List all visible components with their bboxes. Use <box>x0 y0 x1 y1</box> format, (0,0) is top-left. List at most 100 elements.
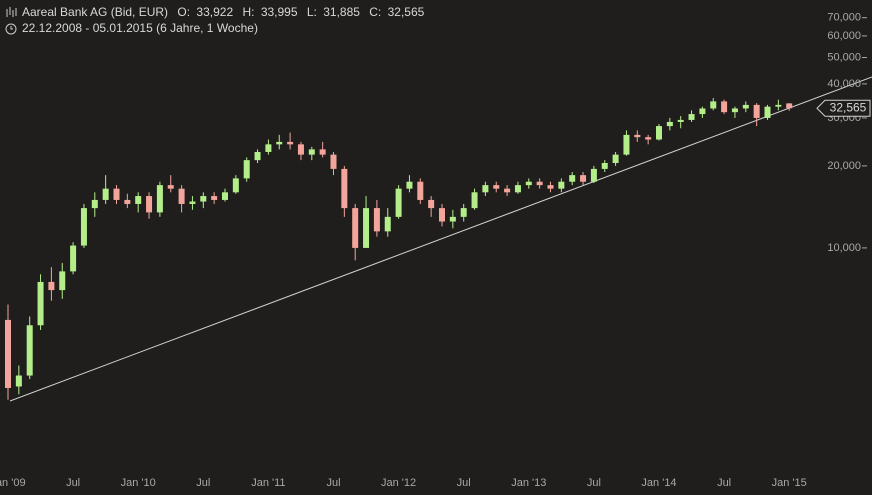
candle-body <box>417 181 424 200</box>
candle-body <box>731 108 738 113</box>
y-tick-label: 10,000 <box>827 242 861 254</box>
candle-body <box>666 121 673 127</box>
quote-key: L: <box>307 5 317 19</box>
candle-body <box>645 137 652 140</box>
candle-body <box>514 185 521 193</box>
candle-body <box>297 144 304 155</box>
x-tick-label: Jul <box>587 477 601 489</box>
quote-key: C: <box>369 5 381 19</box>
candle-body <box>612 154 619 163</box>
candle-body <box>70 245 77 272</box>
x-tick-label: Jul <box>66 477 80 489</box>
candle-body <box>493 185 500 189</box>
candle-body <box>167 185 174 189</box>
y-tick-label: 20,000 <box>827 160 861 172</box>
candle-body <box>775 104 782 107</box>
x-tick-label: Jul <box>717 477 731 489</box>
candle-body <box>341 168 348 209</box>
candle-body <box>721 101 728 113</box>
candle-body <box>471 192 478 209</box>
candle-body <box>536 181 543 186</box>
candle-body <box>319 149 326 155</box>
y-tick-label: 70,000 <box>827 12 861 24</box>
x-tick-label: Jan '11 <box>251 477 285 489</box>
clock-icon <box>5 23 17 35</box>
candle-body <box>352 208 359 248</box>
header: Aareal Bank AG (Bid, EUR) O: 33,922 H: 3… <box>22 5 425 19</box>
candle-body <box>156 185 163 213</box>
candle-body <box>211 196 218 200</box>
candle-body <box>276 141 283 145</box>
candle-body <box>363 208 370 248</box>
y-tick-label: 40,000 <box>827 78 861 90</box>
candle-body <box>428 199 435 209</box>
candle-body <box>5 319 11 388</box>
x-tick-label: Jan '13 <box>511 477 546 489</box>
candle-body <box>37 281 44 326</box>
candle-body <box>439 208 445 222</box>
x-tick-label: Jan '14 <box>641 477 676 489</box>
candle-body <box>146 196 153 213</box>
x-tick-label: Jul <box>196 477 210 489</box>
candle-body <box>254 151 261 161</box>
x-tick-label: Jan '12 <box>381 477 416 489</box>
y-tick-label: 50,000 <box>827 51 861 63</box>
x-tick-label: Jul <box>457 477 471 489</box>
candle-body <box>59 271 66 291</box>
candle-body <box>330 154 337 169</box>
candle-body <box>590 168 597 182</box>
chart-subtitle: 22.12.2008 - 05.01.2015 (6 Jahre, 1 Woch… <box>22 21 258 35</box>
candle-body <box>547 185 554 189</box>
chart-title: Aareal Bank AG (Bid, EUR) <box>22 5 168 19</box>
candle-body <box>525 181 532 186</box>
candle-body <box>384 216 391 232</box>
y-tick-label: 60,000 <box>827 30 861 42</box>
candle-body <box>623 134 630 155</box>
candle-body <box>786 103 793 109</box>
candle-body <box>656 126 662 140</box>
axes: 10,00020,00030,00040,00050,00060,00070,0… <box>0 12 867 489</box>
candle-body <box>699 108 706 115</box>
x-tick-label: Jan '15 <box>772 477 807 489</box>
candle-body <box>232 178 239 193</box>
quote-value: 32,565 <box>388 5 425 19</box>
candle-body <box>569 175 576 182</box>
candle-body <box>243 160 250 179</box>
candle-body <box>710 101 717 109</box>
last-price-label: 32,565 <box>830 100 867 114</box>
candle-body <box>688 114 695 120</box>
candle-body <box>91 199 98 209</box>
candle-body <box>200 196 207 202</box>
candle-body <box>406 181 413 189</box>
candle-body <box>634 134 641 138</box>
candle-body <box>287 141 294 145</box>
quote-value: 33,922 <box>196 5 233 19</box>
x-tick-label: Jan '10 <box>121 477 156 489</box>
candle-body <box>102 188 109 200</box>
candle-body <box>742 104 749 109</box>
candle-body <box>460 208 467 217</box>
candle-body <box>48 281 55 291</box>
chart-icon <box>6 7 17 17</box>
candle-body <box>15 375 22 387</box>
candle-body <box>764 106 771 118</box>
candle-body <box>482 185 489 193</box>
candle-body <box>677 119 684 122</box>
candle-body <box>178 188 185 204</box>
candle-body <box>601 162 608 169</box>
candle-body <box>124 199 131 204</box>
candle-body <box>580 175 587 182</box>
candle-body <box>753 104 760 118</box>
candle-body <box>504 188 511 193</box>
quote-key: H: <box>242 5 254 19</box>
last-price-box <box>816 99 871 117</box>
quote-key: O: <box>177 5 190 19</box>
candle-body <box>222 192 228 200</box>
candle-body <box>135 196 142 204</box>
candle-body <box>113 188 120 200</box>
quote-value: 33,995 <box>261 5 298 19</box>
candle-body <box>189 201 196 204</box>
candle-body <box>373 208 380 232</box>
